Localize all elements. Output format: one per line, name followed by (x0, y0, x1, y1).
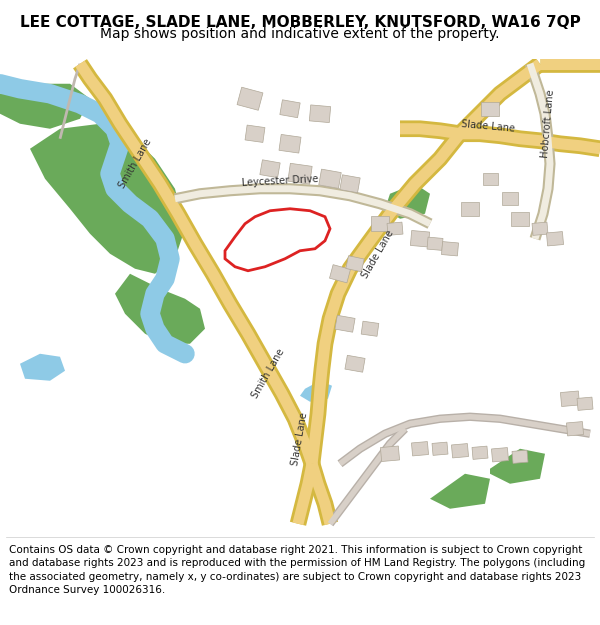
Bar (346, 256, 364, 272)
Text: LEE COTTAGE, SLADE LANE, MOBBERLEY, KNUTSFORD, WA16 7QP: LEE COTTAGE, SLADE LANE, MOBBERLEY, KNUT… (20, 15, 580, 30)
Text: Slade Lane: Slade Lane (461, 119, 515, 134)
Bar (491, 448, 509, 462)
Bar (288, 163, 312, 184)
Bar (442, 242, 458, 256)
Polygon shape (385, 184, 430, 219)
Bar (340, 175, 360, 192)
Bar (577, 397, 593, 411)
Polygon shape (490, 449, 545, 484)
Bar (451, 444, 469, 458)
Bar (427, 237, 443, 251)
Bar (560, 391, 580, 406)
Polygon shape (430, 474, 490, 509)
Bar (361, 321, 379, 336)
Bar (481, 102, 499, 116)
Bar (279, 134, 301, 153)
Bar (310, 105, 331, 122)
Bar (412, 442, 428, 456)
Text: Slade Lane: Slade Lane (360, 228, 396, 279)
Bar (371, 216, 389, 231)
Text: Map shows position and indicative extent of the property.: Map shows position and indicative extent… (100, 28, 500, 41)
Bar (280, 100, 300, 118)
Polygon shape (0, 84, 90, 129)
Polygon shape (115, 274, 205, 344)
Bar (380, 446, 400, 461)
Bar (547, 232, 563, 246)
Text: Smith Lane: Smith Lane (117, 138, 153, 190)
Bar (511, 212, 529, 226)
Polygon shape (300, 381, 332, 402)
Text: Smith Lane: Smith Lane (250, 348, 286, 400)
Bar (566, 422, 584, 436)
Bar (461, 202, 479, 216)
Bar (482, 173, 497, 185)
Bar (260, 160, 280, 177)
Polygon shape (20, 354, 65, 381)
Bar (319, 169, 341, 188)
Bar (532, 222, 548, 236)
Text: Slade Lane: Slade Lane (290, 411, 310, 466)
Bar (502, 192, 518, 205)
Bar (335, 315, 355, 332)
Bar (245, 125, 265, 142)
Polygon shape (30, 124, 185, 274)
Bar (410, 231, 430, 247)
Bar (329, 264, 350, 283)
Bar (472, 446, 488, 459)
Bar (387, 222, 403, 236)
Bar (237, 88, 263, 110)
Bar (512, 450, 528, 463)
Text: Hobcroft Lane: Hobcroft Lane (540, 89, 556, 158)
Bar (345, 355, 365, 372)
Text: Leycester Drive: Leycester Drive (241, 174, 319, 188)
Text: Contains OS data © Crown copyright and database right 2021. This information is : Contains OS data © Crown copyright and d… (9, 545, 585, 595)
Bar (432, 442, 448, 456)
